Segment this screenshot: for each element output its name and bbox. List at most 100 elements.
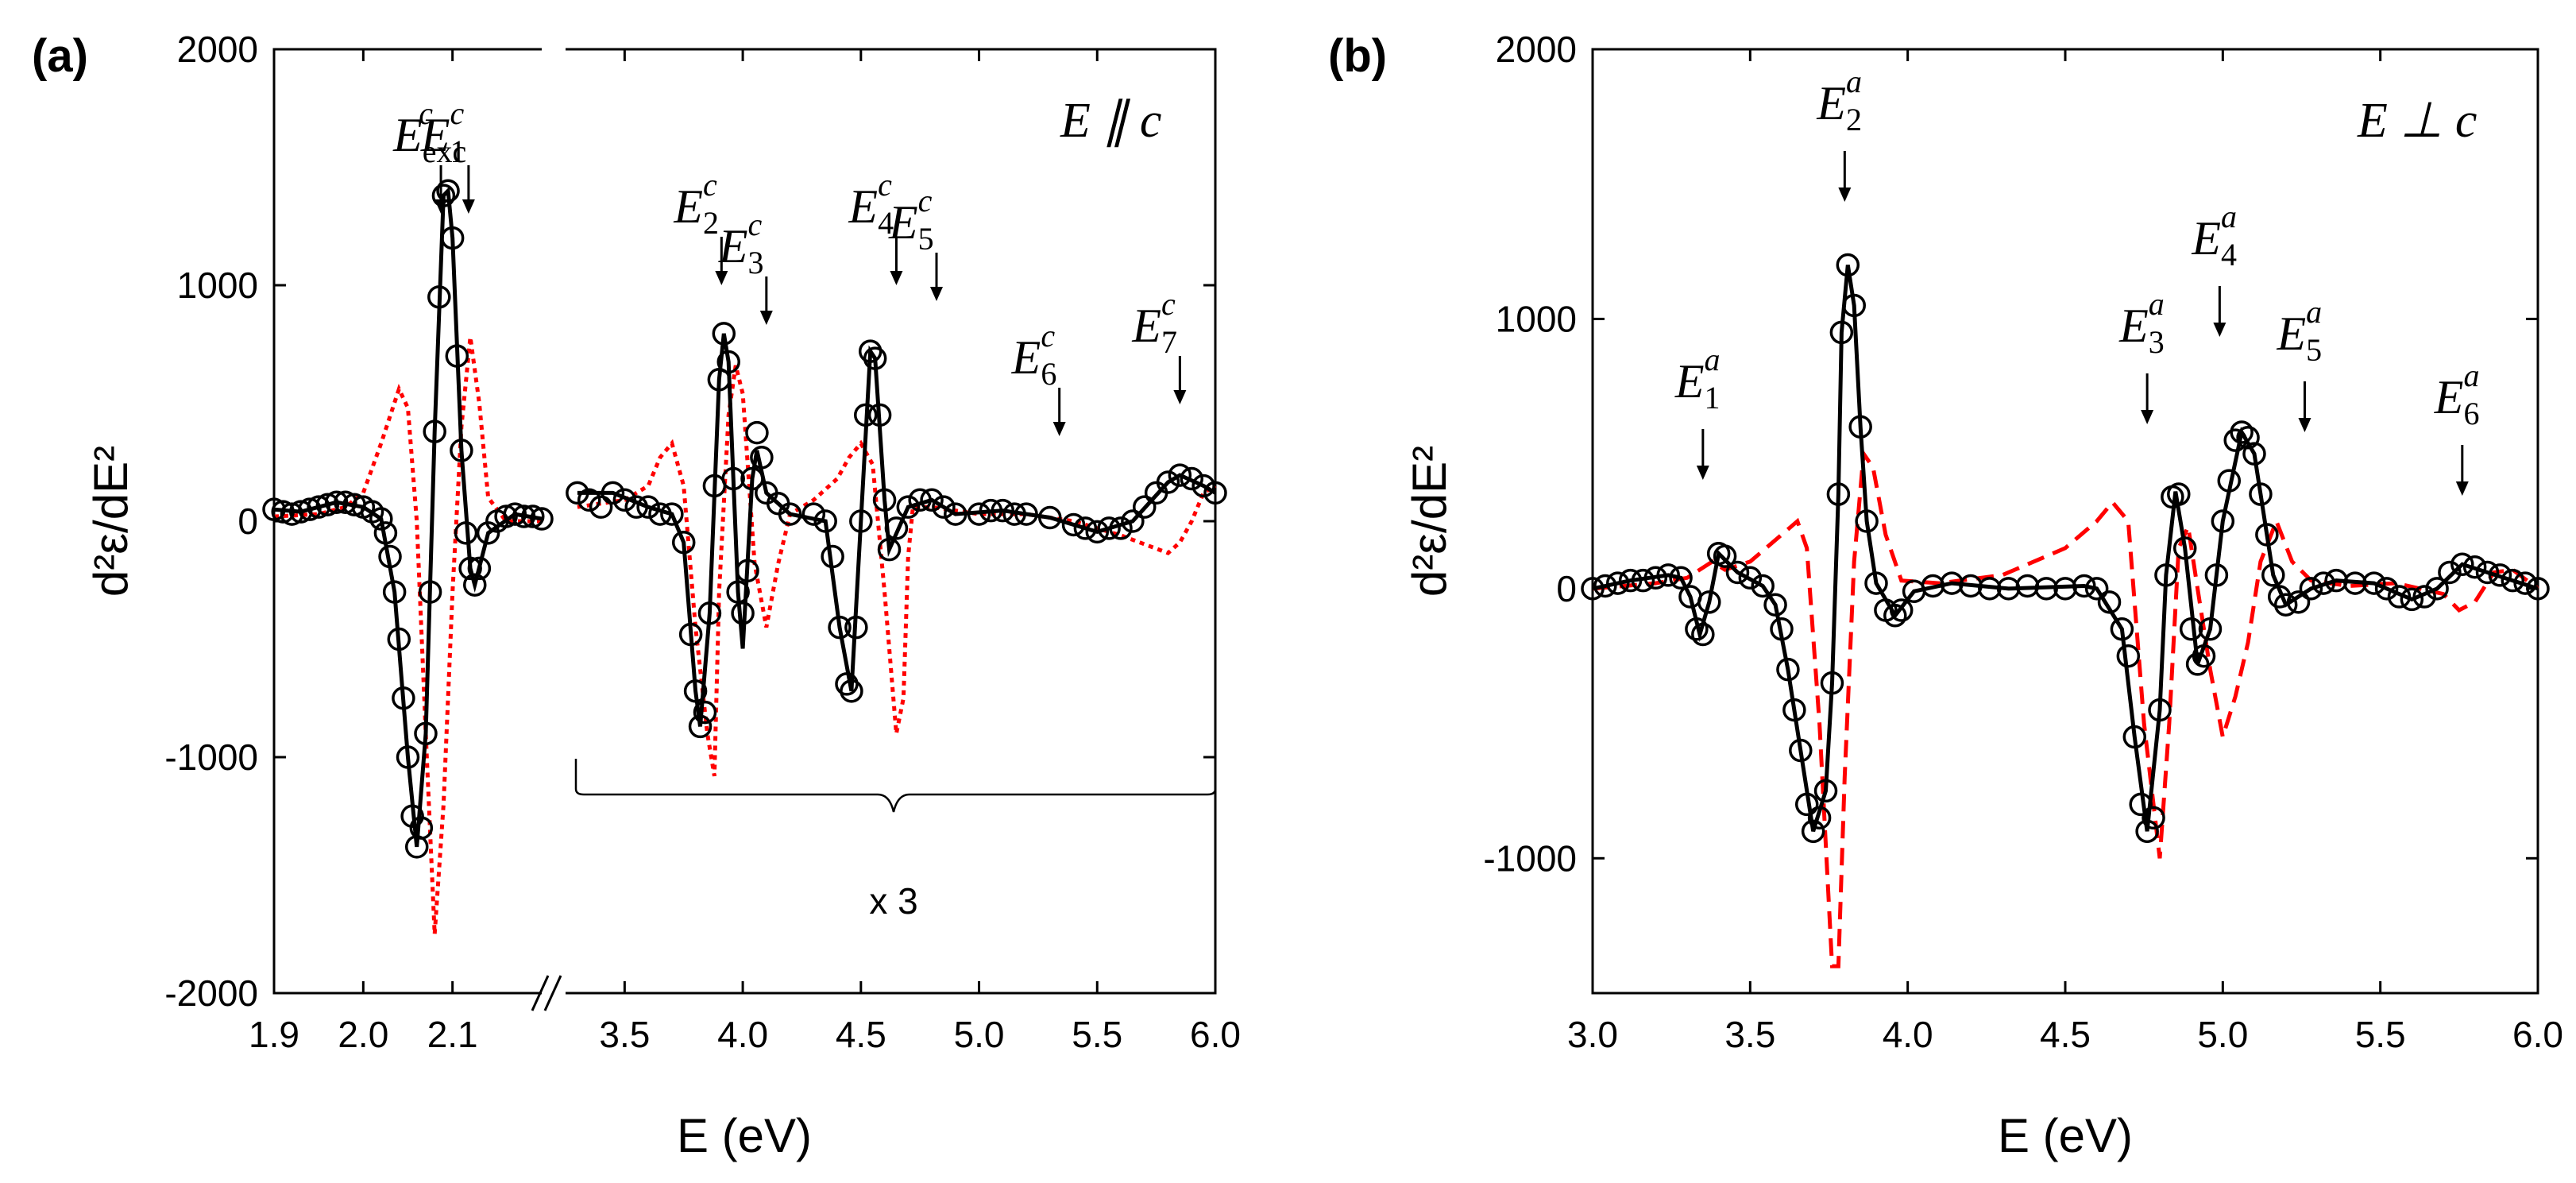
data-point: [1820, 671, 1844, 695]
data-point: [1763, 593, 1787, 617]
x-tick-label: 3.5: [1724, 1014, 1775, 1055]
data-point: [745, 420, 769, 445]
arrow-head-icon: [2298, 418, 2311, 432]
critical-point-label: E2a: [1816, 64, 1862, 202]
y-tick-label: 2000: [1496, 29, 1577, 70]
data-point: [828, 615, 852, 640]
y-tick-label: 1000: [1496, 298, 1577, 339]
data-point: [2362, 571, 2386, 595]
panel-a-y-axis: -2000 -1000 0 1000 2000: [164, 29, 1215, 1014]
data-point: [2242, 442, 2266, 466]
panel-b: (b) E ⊥ c -1000 0 1000 2000 3.0 3.5 4.0 4.5 5.0…: [1328, 29, 2563, 1162]
data-point: [280, 502, 304, 526]
data-point: [1697, 590, 1721, 614]
critical-point-label: E3c: [718, 207, 773, 325]
critical-point-label: E2c: [673, 167, 728, 285]
critical-point-text: E5a: [2276, 294, 2322, 368]
data-point: [1789, 738, 1813, 763]
data-point: [2299, 577, 2323, 601]
data-point: [944, 502, 967, 526]
data-point: [1156, 470, 1180, 494]
data-point: [1605, 571, 1630, 595]
data-point: [697, 601, 722, 625]
axis-break-mark: [531, 975, 550, 1011]
data-point: [840, 679, 863, 703]
critical-point-label: Eexcc: [392, 95, 466, 214]
data-point: [1864, 571, 1888, 595]
data-point: [1691, 622, 1715, 647]
arrow-head-icon: [1173, 390, 1187, 404]
data-point: [740, 466, 764, 491]
arrow-head-icon: [930, 287, 944, 301]
y-tick-label: 0: [238, 501, 258, 542]
data-point: [2286, 590, 2311, 614]
data-point: [1807, 806, 1832, 830]
data-point: [512, 505, 536, 528]
critical-point-label: E4c: [848, 167, 903, 285]
critical-point-label: E4a: [2191, 199, 2237, 337]
data-point: [396, 745, 420, 769]
data-point: [1842, 293, 1866, 318]
data-point: [1836, 253, 1860, 277]
data-point: [2084, 577, 2109, 601]
data-point: [624, 495, 648, 519]
panel-b-label: (b): [1328, 30, 1387, 82]
data-point: [2172, 536, 2197, 560]
critical-point-label: E6c: [1011, 318, 1066, 436]
data-point: [307, 495, 330, 519]
arrow-head-icon: [1838, 188, 1852, 202]
data-point: [2110, 617, 2134, 641]
data-point: [821, 544, 844, 569]
data-point: [1813, 779, 1838, 803]
critical-point-text: E3c: [718, 207, 764, 280]
data-point: [920, 488, 944, 512]
data-point: [2179, 617, 2203, 641]
data-point: [2438, 560, 2462, 585]
data-point: [721, 466, 745, 491]
critical-point-label: E3a: [2118, 286, 2165, 424]
data-point: [813, 509, 837, 533]
data-point: [315, 493, 340, 516]
critical-point-text: E4a: [2191, 199, 2237, 273]
data-point: [2034, 577, 2058, 601]
data-point: [445, 344, 469, 368]
data-point: [2211, 509, 2235, 533]
data-point: [2072, 574, 2096, 598]
data-point: [1061, 512, 1086, 537]
panel-a-x-axis: 1.9 2.0 2.1 3.5 4.0 4.5 5.0 5.5 6.0: [249, 49, 1241, 1055]
data-point: [1085, 520, 1110, 544]
data-point: [867, 403, 892, 427]
data-point: [1203, 481, 1227, 505]
data-point: [1180, 466, 1204, 491]
x-tick-label: 5.5: [1072, 1014, 1122, 1055]
data-point: [1133, 495, 1157, 519]
critical-point-text: E4c: [848, 167, 894, 241]
data-point: [884, 516, 909, 540]
scale-factor-label: x 3: [869, 880, 917, 922]
data-point: [1794, 792, 1819, 817]
data-point: [566, 481, 589, 505]
data-point: [2374, 577, 2399, 601]
data-point: [1643, 566, 1668, 590]
data-point: [932, 495, 956, 519]
data-point: [716, 350, 740, 374]
panel-a-x-label: E (eV): [677, 1109, 812, 1162]
panel-b-y-label: d²ε/dE²: [1403, 446, 1456, 597]
critical-point-label: E1a: [1674, 342, 1720, 480]
data-point: [418, 580, 442, 604]
data-point: [387, 627, 411, 651]
data-point: [382, 580, 407, 604]
data-point: [2154, 563, 2178, 587]
data-point: [2400, 587, 2424, 612]
critical-point-label: E7c: [1131, 286, 1187, 404]
data-point: [979, 498, 1003, 523]
data-point: [1826, 482, 1851, 506]
data-point: [683, 679, 708, 703]
x-tick-label: 4.0: [1883, 1014, 1933, 1055]
data-point: [1109, 516, 1133, 540]
data-point: [750, 446, 774, 470]
data-point: [2135, 819, 2159, 844]
data-point: [801, 502, 826, 526]
